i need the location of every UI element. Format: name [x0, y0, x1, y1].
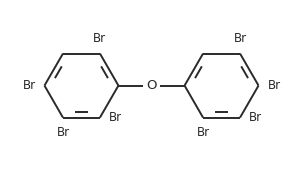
Text: Br: Br: [109, 111, 122, 124]
Text: Br: Br: [22, 79, 36, 92]
Text: Br: Br: [249, 111, 262, 124]
Text: Br: Br: [267, 79, 281, 92]
Text: O: O: [146, 79, 157, 92]
Text: Br: Br: [93, 32, 106, 45]
Text: Br: Br: [197, 126, 210, 139]
Text: Br: Br: [56, 126, 69, 139]
Text: Br: Br: [234, 32, 247, 45]
